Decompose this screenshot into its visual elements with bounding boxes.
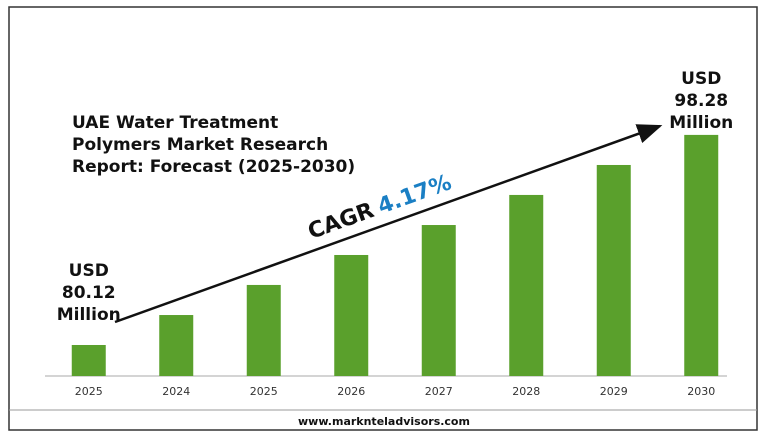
bar xyxy=(159,315,194,376)
value-label: USD 98.28 Million xyxy=(669,69,733,133)
x-tick-label: 2029 xyxy=(600,385,628,398)
cagr-label: CAGR xyxy=(305,198,378,245)
x-tick-label: 2024 xyxy=(162,385,190,398)
bar xyxy=(421,225,456,376)
bar xyxy=(596,164,631,376)
x-tick-label: 2027 xyxy=(425,385,453,398)
bar xyxy=(246,284,281,376)
bar xyxy=(334,254,369,376)
frame xyxy=(8,6,758,431)
x-tick-label: 2025 xyxy=(250,385,278,398)
trend-arrow xyxy=(114,124,663,324)
value-label: USD 80.12 Million xyxy=(57,261,121,325)
footer: www.marknteladvisors.com xyxy=(298,415,470,428)
x-tick-label: 2030 xyxy=(687,385,715,398)
bar xyxy=(684,134,719,376)
chart-title: UAE Water Treatment Polymers Market Rese… xyxy=(72,113,356,177)
cagr-value: 4.17% xyxy=(375,170,455,219)
x-tick-label: 2026 xyxy=(337,385,365,398)
x-tick-label: 2025 xyxy=(75,385,103,398)
bar xyxy=(71,344,106,376)
x-tick-label: 2028 xyxy=(512,385,540,398)
bar xyxy=(509,194,544,376)
